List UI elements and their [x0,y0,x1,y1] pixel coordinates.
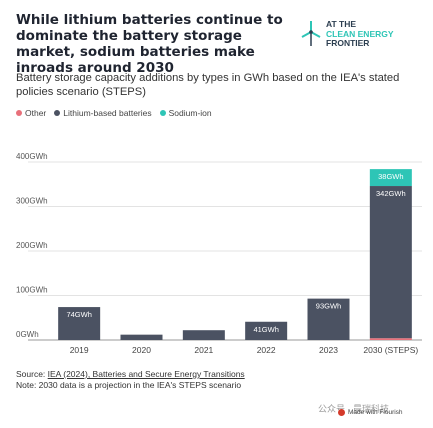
publisher-logo: AT THE CLEAN ENERGY FRONTIER [300,19,420,56]
logo-line-1: AT THE [326,19,357,29]
note-line: Note: 2030 data is a projection in the I… [16,380,242,390]
bar-segment [369,186,412,339]
legend-item-sodium: Sodium-ion [159,108,212,118]
logo-line-3: FRONTIER [326,38,370,48]
bar-segment [120,334,163,340]
data-label: 74GWh [66,310,91,319]
bar-segment [307,298,350,340]
bar-segment [58,307,101,340]
legend-item-other: Other [16,108,46,118]
data-label: 93GWh [316,302,341,311]
legend-label-other: Other [25,108,47,118]
wind-turbine-icon [301,21,321,46]
y-tick-label: 300GWh [16,197,48,206]
source-link[interactable]: IEA (2024), Batteries and Secure Energy … [47,369,245,379]
x-tick-label: 2019 [70,345,89,355]
chart-footer: Source: IEA (2024), Batteries and Secure… [16,369,245,391]
x-tick-label: 2021 [194,345,213,355]
source-prefix: Source: [16,369,48,379]
y-tick-label: 200GWh [16,241,48,250]
bar-segment [369,338,412,340]
legend-label-sodium: Sodium-ion [168,108,212,118]
data-label: 38GWh [378,172,403,181]
x-tick-label: 2022 [257,345,276,355]
chart-subtitle: Battery storage capacity additions by ty… [16,72,400,98]
legend-swatch-other [16,110,22,116]
flourish-credit[interactable]: Made with Flourish [338,409,403,416]
y-tick-label: 0GWh [16,330,39,339]
x-tick-label: 2023 [319,345,338,355]
bar-segment [369,169,412,187]
logo-line-2: CLEAN ENERGY [326,28,394,39]
y-tick-label: 400GWh [16,152,48,161]
flourish-icon [338,409,345,416]
chart-title: While lithium batteries continue to domi… [16,12,283,76]
chart-legend: Other Lithium-based batteries Sodium-ion [16,108,212,118]
watermark-text: 公众号 · 晨瑞科技 [318,404,389,414]
bar-chart: 0GWh 100GWh 200GWh 300GWh 400GWh 2019 2020 2021… [16,152,422,355]
data-label: 41GWh [253,325,278,334]
data-label: 342GWh [376,189,406,198]
bar-segment [245,321,288,340]
x-tick-label: 2030 (STEPS) [363,345,418,355]
source-line: Source: IEA (2024), Batteries and Secure… [16,369,245,380]
legend-swatch-sodium [159,110,166,116]
y-tick-label: 100GWh [16,286,48,295]
flourish-label: Made with Flourish [348,409,403,416]
x-tick-label: 2020 [132,345,151,355]
legend-label-lithium: Lithium-based batteries [63,108,152,118]
legend-swatch-lithium [54,110,61,116]
legend-item-lithium: Lithium-based batteries [54,108,152,118]
watermark: 公众号 · 晨瑞科技 [318,402,389,415]
bar-segment [182,330,225,340]
